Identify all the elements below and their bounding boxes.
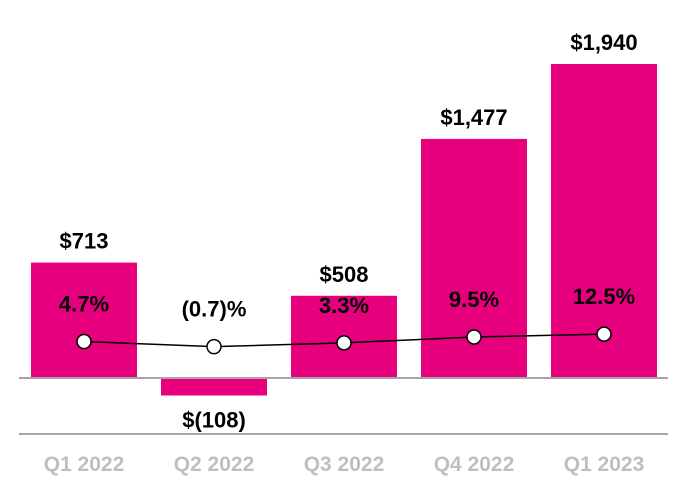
- x-tick-label: Q3 2022: [304, 453, 385, 476]
- line-point: [76, 333, 92, 350]
- line-point: [466, 329, 482, 345]
- x-tick-label: Q2 2022: [174, 453, 255, 476]
- line-point: [336, 335, 352, 351]
- data-label: $1,940: [570, 30, 637, 55]
- bar: [551, 64, 657, 378]
- bar: [31, 262, 137, 378]
- x-tick-label: Q1 2023: [564, 453, 645, 476]
- line-point: [596, 326, 612, 342]
- margin-line-group: [76, 326, 612, 355]
- line-point: [206, 338, 222, 355]
- data-label: $1,477: [440, 105, 507, 130]
- x-tick-label: Q1 2022: [44, 453, 125, 476]
- x-tick-label: Q4 2022: [434, 453, 515, 476]
- percent-label: 12.5%: [573, 284, 635, 309]
- data-label: $508: [320, 262, 369, 287]
- bar: [161, 378, 267, 396]
- data-label: $(108): [182, 407, 246, 432]
- percent-label: 4.7%: [59, 292, 109, 317]
- labels-group: $713 Q1 2022 4.7% $(108) Q2 2022 (0.7)% $508 Q3…: [44, 30, 645, 476]
- percent-label: 3.3%: [319, 293, 369, 318]
- percent-label: (0.7)%: [182, 297, 247, 322]
- data-label: $713: [60, 229, 109, 254]
- percent-label: 9.5%: [449, 287, 499, 312]
